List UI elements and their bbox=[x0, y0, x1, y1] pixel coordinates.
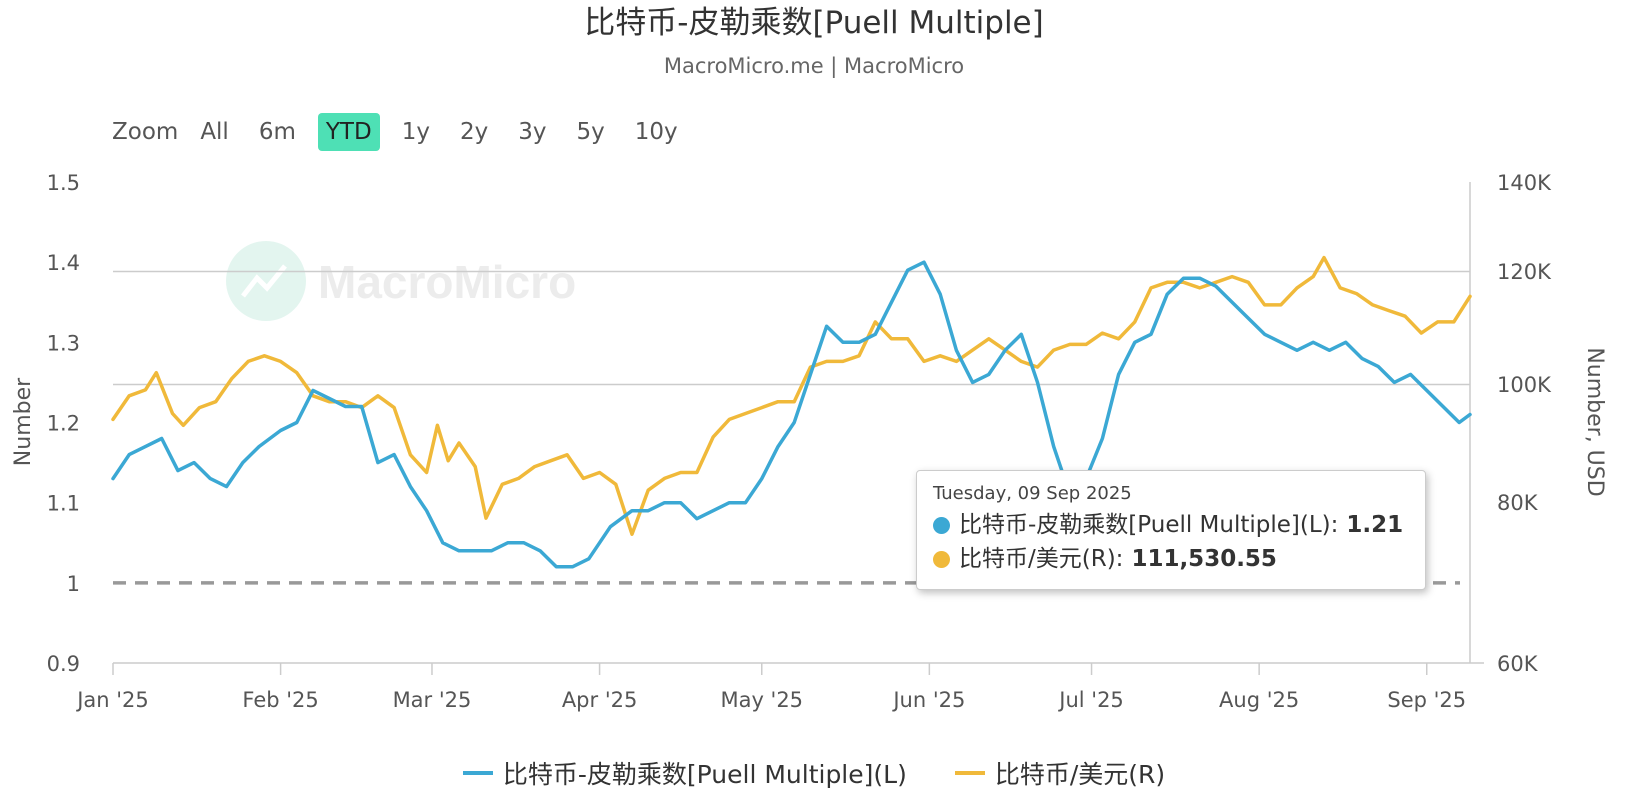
chart-tooltip: Tuesday, 09 Sep 2025 比特币-皮勒乘数[Puell Mult… bbox=[916, 470, 1426, 590]
y-right-axis-title: Number, USD bbox=[1582, 347, 1607, 496]
zoom-button-3y[interactable]: 3y bbox=[518, 119, 547, 145]
zoom-button-all[interactable]: All bbox=[200, 119, 229, 145]
y-right-tick-label: 140K bbox=[1497, 171, 1552, 195]
x-tick-label: Mar '25 bbox=[393, 688, 472, 712]
chart-title: 比特币-皮勒乘数[Puell Multiple] bbox=[584, 5, 1044, 41]
y-left-tick-label: 0.9 bbox=[47, 652, 80, 676]
legend-btc-label: 比特币/美元(R) bbox=[994, 760, 1166, 789]
y-right-tick-label: 60K bbox=[1497, 652, 1539, 676]
x-tick-label: Apr '25 bbox=[562, 688, 638, 712]
zoom-button-1y[interactable]: 1y bbox=[401, 119, 430, 145]
x-tick-label: May '25 bbox=[720, 688, 803, 712]
x-tick-label: Sep '25 bbox=[1387, 688, 1466, 712]
zoom-button-10y[interactable]: 10y bbox=[634, 119, 678, 145]
x-tick-label: Jan '25 bbox=[75, 688, 149, 712]
tooltip-row-btc: 比特币/美元(R): 111,530.55 bbox=[933, 542, 1409, 576]
chart-subtitle: MacroMicro.me | MacroMicro bbox=[663, 54, 965, 78]
watermark-logo-icon bbox=[226, 241, 306, 321]
zoom-label: Zoom bbox=[112, 119, 179, 145]
x-tick-label: Jul '25 bbox=[1057, 688, 1124, 712]
puell-dot-icon bbox=[933, 516, 950, 534]
legend-item-puell[interactable]: 比特币-皮勒乘数[Puell Multiple](L) bbox=[462, 755, 907, 791]
legend-puell-label: 比特币-皮勒乘数[Puell Multiple](L) bbox=[502, 760, 907, 789]
puell-series-line bbox=[111, 260, 1472, 569]
tooltip-puell-value: 1.21 bbox=[1346, 512, 1404, 538]
y-right-tick-label: 80K bbox=[1497, 491, 1539, 515]
tooltip-btc-value: 111,530.55 bbox=[1131, 546, 1277, 572]
y-left-tick-label: 1 bbox=[67, 572, 80, 596]
y-left-tick-label: 1.4 bbox=[47, 251, 80, 275]
y-left-tick-label: 1.3 bbox=[47, 331, 80, 355]
zoom-button-ytd[interactable]: YTD bbox=[317, 113, 380, 151]
tooltip-btc-label: 比特币/美元(R): bbox=[959, 546, 1124, 572]
watermark-logo-mark-icon bbox=[241, 264, 287, 298]
btc-line-icon bbox=[954, 771, 985, 775]
chart-legend: 比特币-皮勒乘数[Puell Multiple](L) 比特币/美元(R) bbox=[0, 755, 1628, 791]
x-tick-label: Feb '25 bbox=[242, 688, 318, 712]
tooltip-row-puell: 比特币-皮勒乘数[Puell Multiple](L): 1.21 bbox=[933, 508, 1409, 542]
tooltip-date: Tuesday, 09 Sep 2025 bbox=[933, 483, 1132, 504]
legend-item-btc[interactable]: 比特币/美元(R) bbox=[954, 755, 1166, 791]
tooltip-puell-label: 比特币-皮勒乘数[Puell Multiple](L): bbox=[959, 512, 1339, 538]
zoom-button-2y[interactable]: 2y bbox=[459, 119, 489, 145]
y-right-tick-label: 100K bbox=[1497, 373, 1552, 397]
x-tick-label: Aug '25 bbox=[1219, 688, 1299, 712]
y-left-tick-label: 1.1 bbox=[47, 492, 80, 516]
zoom-bar: Zoom All 6m YTD 1y 2y 3y 5y 10y bbox=[112, 110, 700, 154]
watermark-text: MacroMicro bbox=[318, 256, 576, 308]
btc-dot-icon bbox=[933, 550, 950, 568]
y-left-tick-label: 1.5 bbox=[47, 171, 80, 195]
y-left-tick-label: 1.2 bbox=[47, 412, 80, 436]
zoom-button-5y[interactable]: 5y bbox=[576, 119, 605, 145]
zoom-button-6m[interactable]: 6m bbox=[258, 119, 296, 145]
y-right-tick-label: 120K bbox=[1497, 260, 1552, 284]
puell-line-icon bbox=[462, 771, 493, 775]
y-left-axis-title: Number bbox=[11, 377, 36, 466]
x-tick-label: Jun '25 bbox=[891, 688, 965, 712]
